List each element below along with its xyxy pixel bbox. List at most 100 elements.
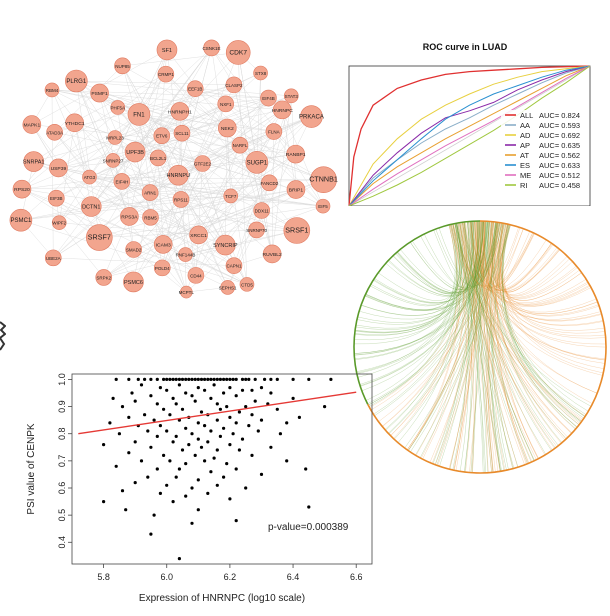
scatter-point <box>278 432 282 436</box>
scatter-point <box>297 415 301 419</box>
scatter-point <box>212 456 216 460</box>
network-edge <box>291 95 297 190</box>
chord-link <box>388 220 479 434</box>
roc-legend-auc: AUC= 0.692 <box>539 131 580 140</box>
network-edge <box>54 132 90 178</box>
scatter-plot-frame <box>71 373 373 565</box>
roc-legend-label: ALL <box>520 111 533 120</box>
network-node <box>149 149 167 167</box>
chord-link <box>463 221 552 451</box>
scatter-point <box>187 377 191 381</box>
chord-link <box>356 221 492 373</box>
scatter-point <box>180 448 185 452</box>
chord-link <box>434 221 471 465</box>
scatter-point <box>228 415 232 419</box>
chord-link <box>455 223 519 287</box>
scatter-point <box>158 491 162 495</box>
chord-link <box>354 221 489 336</box>
network-node-label: SCL11 <box>175 131 189 136</box>
network-node <box>253 202 270 219</box>
network-node <box>80 196 102 217</box>
chord-link <box>356 221 470 325</box>
network-edge <box>273 131 324 207</box>
chord-link <box>415 224 511 456</box>
chord-link <box>431 220 477 464</box>
network-node-label: DDX11 <box>255 209 270 214</box>
chord-link <box>493 222 552 291</box>
scatter-point <box>237 448 241 452</box>
network-edge <box>185 254 248 285</box>
scatter-point <box>196 421 200 425</box>
chord-link <box>482 220 597 313</box>
network-edge <box>89 176 231 197</box>
scatter-point <box>269 391 273 395</box>
roc-chart: ROC curve in LUAD ALL AUC= 0.824 AA AUC= 0.… <box>348 42 591 207</box>
scatter-point <box>285 421 289 425</box>
scatter-point <box>228 386 232 390</box>
network-node <box>180 285 193 299</box>
scatter-point <box>149 532 153 536</box>
chord-link <box>478 220 530 464</box>
scatter-chart-panel: 0.4 0.5 0.6 0.7 0.8 0.9 1.0 5.8 6.0 6.2 6.4 6.6 p-… <box>20 368 380 611</box>
scatter-point <box>162 377 166 381</box>
scatter-point <box>193 399 197 403</box>
network-node <box>217 95 235 113</box>
network-edge <box>227 127 231 196</box>
network-node-label: DCTN1 <box>82 204 100 210</box>
scatter-point <box>215 483 219 487</box>
chord-link <box>470 221 486 473</box>
chord-link <box>493 221 586 417</box>
network-edge <box>138 84 234 115</box>
network-node-label: RPS3A <box>121 214 138 220</box>
chord-link <box>459 222 533 462</box>
chord-link <box>498 223 581 423</box>
chord-link <box>468 221 590 306</box>
chord-link <box>382 221 486 427</box>
chord-link <box>368 224 511 406</box>
chord-link <box>497 223 559 293</box>
scatter-point <box>215 448 219 452</box>
scatter-point <box>171 440 175 444</box>
scatter-point <box>250 453 254 457</box>
scatter-point <box>215 402 219 406</box>
scatter-point <box>120 405 125 409</box>
chord-link <box>472 221 559 446</box>
chord-link <box>501 223 586 417</box>
chord-link <box>406 224 459 450</box>
network-node <box>172 191 190 208</box>
scatter-point <box>244 486 248 490</box>
scatter-point <box>190 486 194 490</box>
scatter-point <box>253 377 257 381</box>
chord-link <box>409 220 478 290</box>
chord-link <box>367 221 497 405</box>
chord-link <box>459 222 492 473</box>
network-edge <box>91 47 212 207</box>
network-node-label: SYNCRIP <box>213 243 238 249</box>
chord-link <box>452 223 515 469</box>
network-node <box>220 280 235 295</box>
chord-link <box>493 222 521 287</box>
chord-link <box>476 220 535 461</box>
chord-link <box>432 220 482 464</box>
network-node <box>107 130 123 145</box>
chord-link <box>491 221 576 430</box>
chord-link <box>354 223 461 336</box>
network-edge <box>178 47 212 176</box>
chord-link <box>436 221 476 466</box>
chord-link <box>455 223 578 428</box>
chord-link <box>483 221 496 473</box>
network-node-label: MCPTL <box>179 290 195 295</box>
chord-link <box>452 223 583 421</box>
network-node <box>223 188 239 204</box>
network-edge <box>271 131 275 254</box>
scatter-point <box>231 432 235 436</box>
chord-link <box>473 221 573 434</box>
chord-link <box>360 221 488 387</box>
network-node <box>141 184 159 201</box>
chord-link <box>462 222 589 305</box>
network-node <box>260 89 277 107</box>
network-edge <box>237 52 258 163</box>
network-node <box>167 164 189 186</box>
y-tick-label: 0.9 <box>57 400 67 413</box>
chord-link <box>404 223 505 449</box>
